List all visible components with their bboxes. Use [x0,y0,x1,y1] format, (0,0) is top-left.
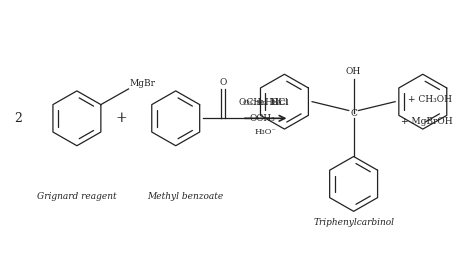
Text: Methyl benzoate: Methyl benzoate [147,192,224,201]
Text: OCH₃: OCH₃ [250,114,275,123]
Text: +: + [116,111,127,125]
Text: OCH₃  HCl: OCH₃ HCl [243,99,289,107]
Text: OCH₃  HCl: OCH₃ HCl [239,98,288,107]
Text: + CH₃OH: + CH₃OH [409,95,453,104]
Text: HCl: HCl [265,98,283,107]
Text: MgBr: MgBr [129,79,155,88]
Text: 2: 2 [15,112,22,125]
Text: Grignard reagent: Grignard reagent [37,192,117,201]
Text: OH: OH [346,67,361,76]
Text: + MgBrOH: + MgBrOH [401,117,453,126]
Text: H₃O⁻: H₃O⁻ [255,128,277,136]
Text: O: O [219,78,227,87]
Text: Triphenylcarbinol: Triphenylcarbinol [313,218,394,227]
Text: C: C [350,109,357,118]
